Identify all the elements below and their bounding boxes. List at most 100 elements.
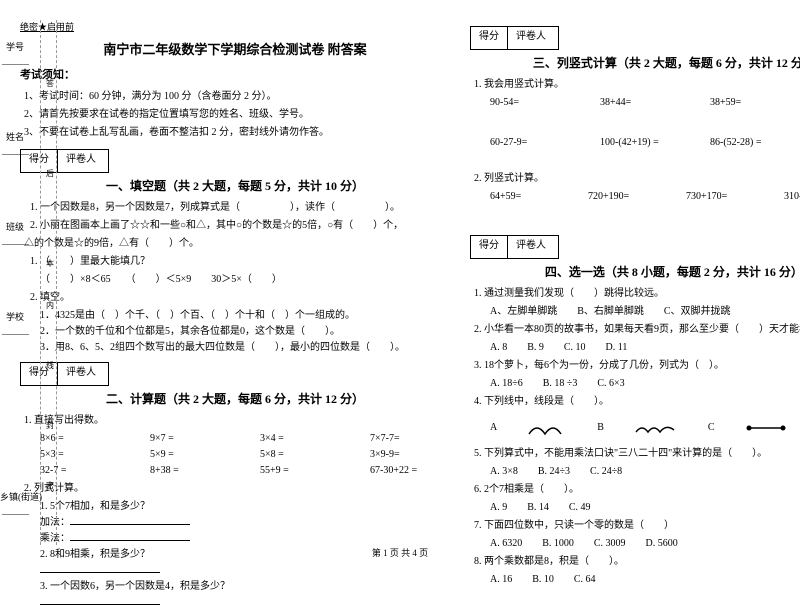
c: 9×7 = bbox=[150, 431, 230, 447]
c: 310-150= bbox=[784, 189, 800, 205]
c: 720+190= bbox=[588, 189, 668, 205]
s2-q2a: 1. 5个7相加，和是多少？ bbox=[40, 499, 450, 515]
section-3-title: 三、列竖式计算（共 2 大题，每题 6 分，共计 12 分） bbox=[470, 54, 800, 73]
page: 学号 ______ 答 姓名 ______ 后 班级 ______ 本 学校 _… bbox=[0, 0, 800, 565]
between-6: 密 bbox=[46, 480, 54, 491]
blank-line bbox=[70, 515, 190, 525]
shape-options: A B C D bbox=[490, 416, 800, 440]
side-line-3: ______ bbox=[2, 236, 29, 246]
c: 32-7 = bbox=[40, 463, 120, 479]
between-3: 内 bbox=[46, 300, 54, 311]
s2-q2c-line bbox=[40, 595, 450, 611]
spacer bbox=[470, 151, 800, 169]
s1-q3a: （ ）×8＜65 （ ）＜5×9 30＞5×（ ） bbox=[40, 272, 450, 288]
s1-q1: 1. 一个因数是8，另一个因数是7，列成算式是（ ），读作（ ）。 bbox=[30, 200, 450, 216]
s4-q3o: A. 18÷6 B. 18 ÷3 C. 6×3 bbox=[490, 376, 800, 392]
s4-q1: 1. 通过测量我们发现（ ）跳得比较远。 bbox=[474, 286, 800, 302]
s4-q7: 7. 下面四位数中，只读一个零的数是（ ） bbox=[474, 518, 800, 534]
c: 86-(52-28) = bbox=[710, 135, 790, 151]
s4-q3: 3. 18个萝卜，每6个为一份，分成了几份，列式为（ ）。 bbox=[474, 358, 800, 374]
s2-r2: 5×3 = 5×9 = 5×8 = 3×9-9= bbox=[40, 447, 450, 463]
c: 5×3 = bbox=[40, 447, 120, 463]
c: 5×8 = bbox=[260, 447, 340, 463]
score-label-4: 得分 bbox=[471, 236, 508, 258]
side-line-2: ______ bbox=[2, 146, 29, 156]
between-2: 本 bbox=[46, 258, 54, 269]
score-box-4: 得分 评卷人 bbox=[470, 235, 559, 259]
s2-q2a-add: 加法： bbox=[40, 515, 450, 531]
left-column: 绝密★启用前 南宁市二年级数学下学期综合检测试卷 附答案 考试须知： 1、考试时… bbox=[20, 20, 450, 555]
vertical-labels: 学号 ______ 答 姓名 ______ 后 班级 ______ 本 学校 _… bbox=[0, 0, 48, 565]
s2-q2a-mul: 乘法： bbox=[40, 531, 450, 547]
c: 3×4 = bbox=[260, 431, 340, 447]
section-2-title: 二、计算题（共 2 大题，每题 6 分，共计 12 分） bbox=[20, 390, 450, 409]
s1-q2a: 2. 小丽在图画本上画了☆☆和一些○和△，其中○的个数是☆的5倍，○有（ ）个， bbox=[30, 218, 450, 234]
blank-line bbox=[70, 531, 190, 541]
s4-q2: 2. 小华看一本80页的故事书，如果每天看9页，那么至少要（ ）天才能看完。 bbox=[474, 322, 800, 338]
s4-q5: 5. 下列算式中，不能用乘法口诀"三八二十四"来计算的是（ ）。 bbox=[474, 446, 800, 462]
rule-1: 1、考试时间：60 分钟，满分为 100 分（含卷面分 2 分）。 bbox=[24, 89, 450, 105]
s2-r1: 8×6 = 9×7 = 3×4 = 7×7-7= bbox=[40, 431, 450, 447]
secret-label: 绝密★启用前 bbox=[20, 20, 450, 34]
s2-q2b-line bbox=[40, 563, 450, 579]
side-line-1: ______ bbox=[2, 56, 29, 66]
spacer bbox=[470, 111, 800, 135]
grader-label-3: 评卷人 bbox=[508, 27, 558, 49]
opt-a: A bbox=[490, 420, 497, 436]
between-5: 封 bbox=[46, 420, 54, 431]
c: 60-27-9= bbox=[490, 135, 570, 151]
score-box-3: 得分 评卷人 bbox=[470, 26, 559, 50]
right-column: 得分 评卷人 三、列竖式计算（共 2 大题，每题 6 分，共计 12 分） 1.… bbox=[470, 20, 800, 555]
c: 38+44= bbox=[600, 95, 680, 111]
section-4-title: 四、选一选（共 8 小题，每题 2 分，共计 16 分） bbox=[470, 263, 800, 282]
c: 8+38 = bbox=[150, 463, 230, 479]
c: 3×9-9= bbox=[370, 447, 450, 463]
page-footer: 第 1 页 共 4 页 bbox=[0, 546, 800, 559]
grader-label-2: 评卷人 bbox=[58, 363, 108, 385]
s4-q6o: A. 9 B. 14 C. 49 bbox=[490, 500, 800, 516]
between-1: 后 bbox=[46, 168, 54, 179]
s2-r3: 32-7 = 8+38 = 55+9 = 67-30+22 = bbox=[40, 463, 450, 479]
s1-q4a: 1．4325是由（ ）个千、（ ）个百、（ ）个十和（ ）个一组成的。 bbox=[40, 308, 450, 324]
s2-q1: 1. 直接写出得数。 bbox=[24, 413, 450, 429]
s3-r2: 60-27-9= 100-(42+19) = 86-(52-28) = bbox=[490, 135, 800, 151]
rule-3: 3、不要在试卷上乱写乱画，卷面不整洁扣 2 分，密封线外请勿作答。 bbox=[24, 125, 450, 141]
s4-q8o: A. 16 B. 10 C. 64 bbox=[490, 572, 800, 588]
shape-c-icon bbox=[745, 420, 789, 436]
section-1-title: 一、填空题（共 2 大题，每题 5 分，共计 10 分） bbox=[20, 177, 450, 196]
between-0: 答 bbox=[46, 78, 54, 89]
c: 38+59= bbox=[710, 95, 790, 111]
s4-q5o: A. 3×8 B. 24÷3 C. 24÷8 bbox=[490, 464, 800, 480]
dashed-line-2 bbox=[56, 20, 57, 545]
side-label-class: 班级 bbox=[6, 220, 24, 233]
notice-label: 考试须知： bbox=[20, 67, 450, 85]
s3-q2: 2. 列竖式计算。 bbox=[474, 171, 800, 187]
shape-a-icon bbox=[527, 420, 567, 436]
c: 5×9 = bbox=[150, 447, 230, 463]
s4-q4: 4. 下列线中，线段是（ ）。 bbox=[474, 394, 800, 410]
c: 90-54= bbox=[490, 95, 570, 111]
s1-q2b: △的个数是☆的9倍，△有（ ）个。 bbox=[24, 236, 450, 252]
s1-q4: 2. 填空。 bbox=[30, 290, 450, 306]
s2-q2c: 3. 一个因数6，另一个因数是4，积是多少？ bbox=[40, 579, 450, 595]
score-label-3: 得分 bbox=[471, 27, 508, 49]
grader-label: 评卷人 bbox=[58, 150, 108, 172]
content-area: 绝密★启用前 南宁市二年级数学下学期综合检测试卷 附答案 考试须知： 1、考试时… bbox=[0, 0, 800, 565]
c: 7×7-7= bbox=[370, 431, 450, 447]
c: 67-30+22 = bbox=[370, 463, 450, 479]
s4-q1o: A、左脚单脚跳 B、右脚单脚跳 C、双脚并拢跳 bbox=[490, 304, 800, 320]
s1-q3: 1. （ ）里最大能填几？ bbox=[30, 254, 450, 270]
shape-b-icon bbox=[634, 420, 678, 436]
c: 64+59= bbox=[490, 189, 570, 205]
s4-q2o: A. 8 B. 9 C. 10 D. 11 bbox=[490, 340, 800, 356]
s3-r3: 64+59= 720+190= 730+170= 310-150= bbox=[490, 189, 800, 205]
s3-r1: 90-54= 38+44= 38+59= bbox=[490, 95, 800, 111]
rule-2: 2、请首先按要求在试卷的指定位置填写您的姓名、班级、学号。 bbox=[24, 107, 450, 123]
side-label-school: 学校 bbox=[6, 310, 24, 323]
c: 8×6 = bbox=[40, 431, 120, 447]
s1-q4b: 2．一个数的千位和个位都是5，其余各位都是0，这个数是（ ）。 bbox=[40, 324, 450, 340]
side-label-id: 学号 bbox=[6, 40, 24, 53]
side-label-name: 姓名 bbox=[6, 130, 24, 143]
s1-q4c: 3．用8、6、5、2组四个数写出的最大四位数是（ ），最小的四位数是（ ）。 bbox=[40, 340, 450, 356]
spacer bbox=[470, 205, 800, 229]
